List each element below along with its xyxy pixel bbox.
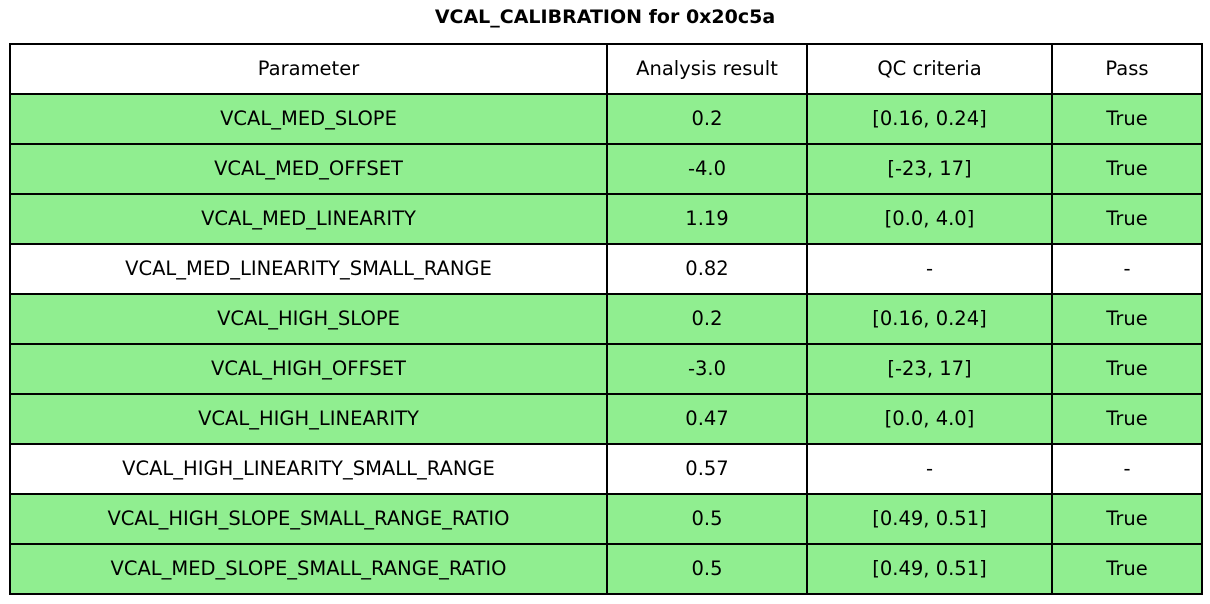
cell-analysis-result: 0.82 — [606, 243, 808, 295]
cell-qc-criteria: [0.16, 0.24] — [806, 93, 1053, 145]
table-row: VCAL_MED_SLOPE 0.2 [0.16, 0.24] True — [9, 93, 1203, 145]
cell-pass: True — [1051, 93, 1203, 145]
cell-analysis-result: -3.0 — [606, 343, 808, 395]
cell-pass: True — [1051, 343, 1203, 395]
cell-qc-criteria: [-23, 17] — [806, 343, 1053, 395]
cell-analysis-result: 0.5 — [606, 543, 808, 595]
cell-parameter: VCAL_MED_OFFSET — [9, 143, 608, 195]
col-header-pass: Pass — [1051, 43, 1203, 95]
cell-qc-criteria: - — [806, 243, 1053, 295]
cell-pass: True — [1051, 493, 1203, 545]
cell-qc-criteria: [0.0, 4.0] — [806, 393, 1053, 445]
cell-parameter: VCAL_HIGH_SLOPE — [9, 293, 608, 345]
col-header-parameter: Parameter — [9, 43, 608, 95]
table-row: VCAL_MED_LINEARITY 1.19 [0.0, 4.0] True — [9, 193, 1203, 245]
table-body: VCAL_MED_SLOPE 0.2 [0.16, 0.24] True VCAL_ME… — [9, 93, 1203, 595]
header-row: Parameter Analysis result QC criteria Pa… — [9, 43, 1203, 95]
cell-parameter: VCAL_MED_LINEARITY — [9, 193, 608, 245]
table-row: VCAL_HIGH_LINEARITY 0.47 [0.0, 4.0] True — [9, 393, 1203, 445]
table-row: VCAL_HIGH_SLOPE_SMALL_RANGE_RATIO 0.5 [0.4… — [9, 493, 1203, 545]
cell-parameter: VCAL_MED_SLOPE_SMALL_RANGE_RATIO — [9, 543, 608, 595]
cell-pass: - — [1051, 243, 1203, 295]
cell-qc-criteria: [0.0, 4.0] — [806, 193, 1053, 245]
cell-pass: True — [1051, 193, 1203, 245]
cell-analysis-result: 0.2 — [606, 93, 808, 145]
qc-results-table: Parameter Analysis result QC criteria Pa… — [9, 43, 1203, 595]
table-row: VCAL_MED_LINEARITY_SMALL_RANGE 0.82- - — [9, 243, 1203, 295]
cell-qc-criteria: [0.49, 0.51] — [806, 543, 1053, 595]
table-row: VCAL_HIGH_SLOPE 0.2 [0.16, 0.24] True — [9, 293, 1203, 345]
cell-parameter: VCAL_HIGH_LINEARITY — [9, 393, 608, 445]
table-row: VCAL_MED_SLOPE_SMALL_RANGE_RATIO 0.5 [0.49… — [9, 543, 1203, 595]
cell-parameter: VCAL_MED_SLOPE — [9, 93, 608, 145]
cell-qc-criteria: [-23, 17] — [806, 143, 1053, 195]
cell-pass: True — [1051, 143, 1203, 195]
col-header-qc-criteria: QC criteria — [806, 43, 1053, 95]
cell-pass: - — [1051, 443, 1203, 495]
table-row: VCAL_HIGH_OFFSET -3.0 [-23, 17] True — [9, 343, 1203, 395]
cell-pass: True — [1051, 393, 1203, 445]
table-row: VCAL_HIGH_LINEARITY_SMALL_RANGE 0.57- - — [9, 443, 1203, 495]
cell-analysis-result: 0.57 — [606, 443, 808, 495]
col-header-analysis-result: Analysis result — [606, 43, 808, 95]
cell-qc-criteria: [0.49, 0.51] — [806, 493, 1053, 545]
cell-pass: True — [1051, 293, 1203, 345]
cell-analysis-result: 1.19 — [606, 193, 808, 245]
cell-analysis-result: 0.5 — [606, 493, 808, 545]
cell-parameter: VCAL_HIGH_LINEARITY_SMALL_RANGE — [9, 443, 608, 495]
cell-parameter: VCAL_HIGH_OFFSET — [9, 343, 608, 395]
cell-pass: True — [1051, 543, 1203, 595]
cell-parameter: VCAL_MED_LINEARITY_SMALL_RANGE — [9, 243, 608, 295]
figure-title: VCAL_CALIBRATION for 0x20c5a — [434, 6, 776, 28]
cell-qc-criteria: [0.16, 0.24] — [806, 293, 1053, 345]
cell-parameter: VCAL_HIGH_SLOPE_SMALL_RANGE_RATIO — [9, 493, 608, 545]
cell-qc-criteria: - — [806, 443, 1053, 495]
cell-analysis-result: -4.0 — [606, 143, 808, 195]
cell-analysis-result: 0.2 — [606, 293, 808, 345]
cell-analysis-result: 0.47 — [606, 393, 808, 445]
table-row: VCAL_MED_OFFSET -4.0 [-23, 17] True — [9, 143, 1203, 195]
